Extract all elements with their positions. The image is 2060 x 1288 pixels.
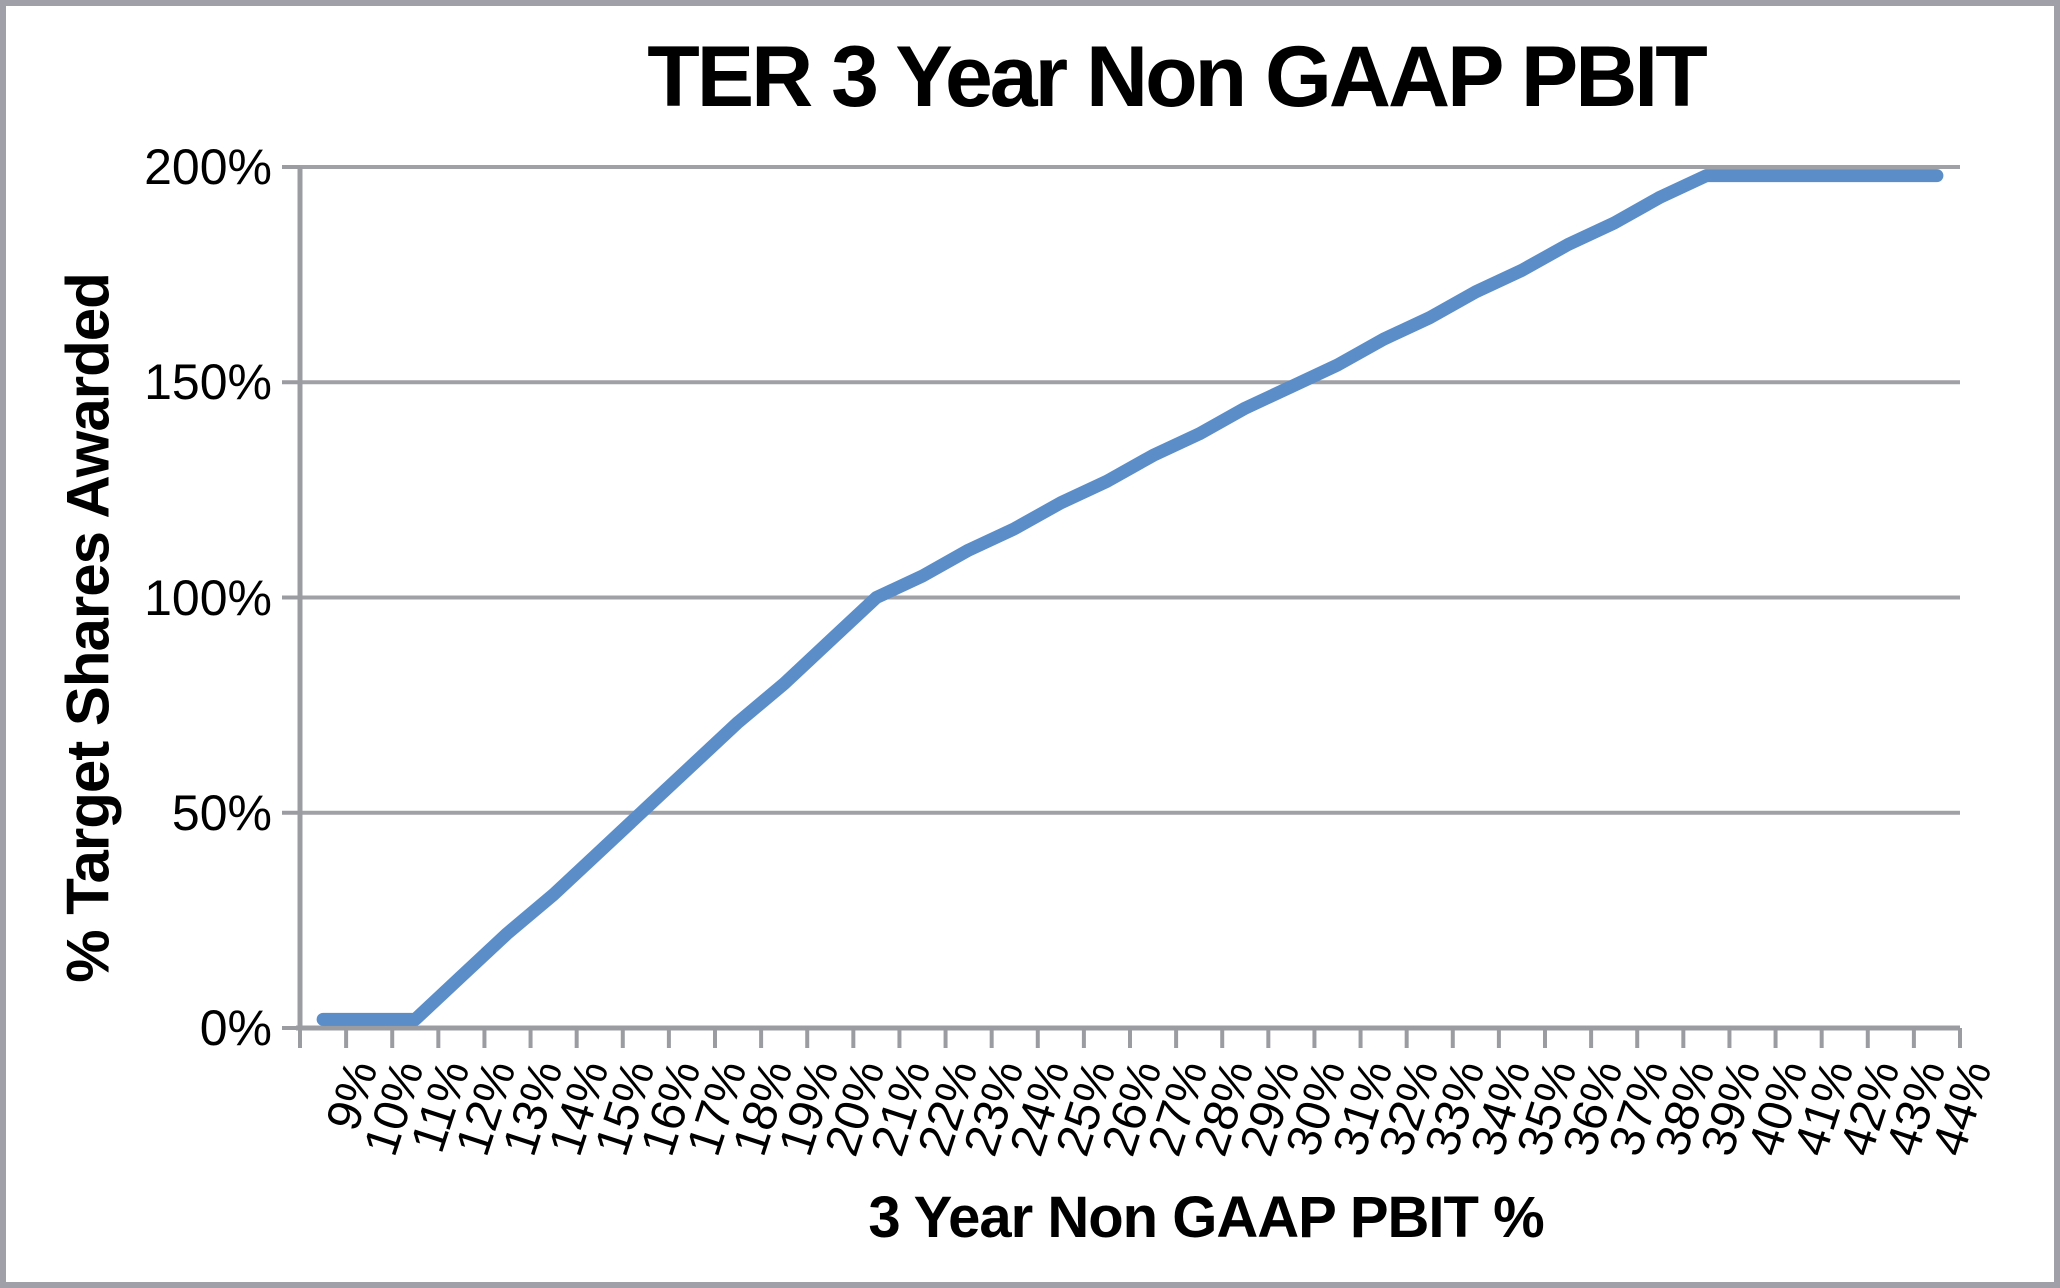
y-tick-label: 100% bbox=[144, 569, 272, 626]
x-axis-title: 3 Year Non GAAP PBIT % bbox=[868, 1185, 1544, 1250]
series-line bbox=[316, 169, 1944, 1026]
y-tick-label: 200% bbox=[144, 139, 272, 195]
y-tick-label: 50% bbox=[171, 784, 272, 841]
y-tick-label: 150% bbox=[144, 354, 272, 411]
chart-title: TER 3 Year Non GAAP PBIT bbox=[647, 29, 1707, 125]
plot-area bbox=[282, 165, 1962, 1048]
y-tick-label: 0% bbox=[199, 1000, 272, 1056]
